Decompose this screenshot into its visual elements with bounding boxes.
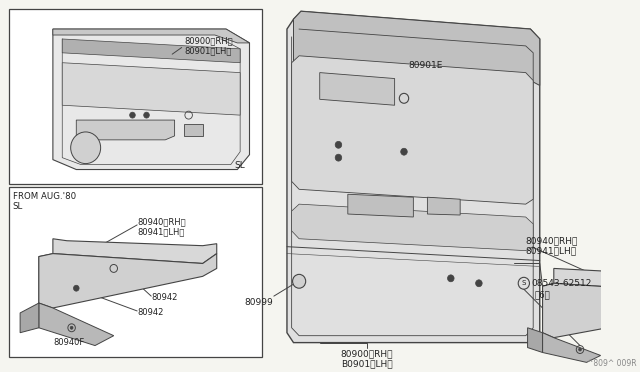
Bar bbox=[9, 187, 262, 357]
Text: 80942: 80942 bbox=[137, 308, 164, 317]
Polygon shape bbox=[294, 11, 540, 86]
Text: 80900〈RH〉: 80900〈RH〉 bbox=[184, 36, 232, 45]
Text: 08543-62512: 08543-62512 bbox=[531, 279, 592, 288]
Circle shape bbox=[447, 275, 454, 282]
Polygon shape bbox=[554, 269, 640, 293]
Text: 80940〈RH〉: 80940〈RH〉 bbox=[525, 237, 578, 246]
Text: 80942: 80942 bbox=[151, 293, 177, 302]
Polygon shape bbox=[20, 303, 39, 333]
Text: （6）: （6） bbox=[535, 290, 551, 299]
Text: 80901E: 80901E bbox=[409, 61, 443, 70]
Polygon shape bbox=[53, 239, 217, 263]
Polygon shape bbox=[543, 283, 554, 323]
Polygon shape bbox=[53, 29, 250, 43]
Polygon shape bbox=[320, 73, 395, 105]
Text: 80940F: 80940F bbox=[53, 338, 84, 347]
Text: SL: SL bbox=[13, 202, 23, 211]
Polygon shape bbox=[292, 56, 533, 204]
Polygon shape bbox=[527, 328, 543, 353]
Polygon shape bbox=[53, 29, 250, 170]
Polygon shape bbox=[184, 124, 203, 136]
Circle shape bbox=[70, 132, 100, 164]
Polygon shape bbox=[62, 63, 240, 115]
Text: 80940〈RH〉: 80940〈RH〉 bbox=[137, 217, 186, 226]
Polygon shape bbox=[543, 333, 600, 362]
Polygon shape bbox=[62, 39, 240, 63]
Circle shape bbox=[579, 348, 581, 351]
Circle shape bbox=[476, 280, 482, 287]
Circle shape bbox=[70, 326, 73, 329]
Circle shape bbox=[335, 141, 342, 148]
Circle shape bbox=[130, 112, 135, 118]
Text: 80941〈LH〉: 80941〈LH〉 bbox=[137, 227, 184, 236]
Text: 80941〈LH〉: 80941〈LH〉 bbox=[525, 247, 577, 256]
Polygon shape bbox=[39, 254, 53, 303]
Circle shape bbox=[335, 154, 342, 161]
Polygon shape bbox=[76, 120, 175, 140]
Polygon shape bbox=[287, 11, 540, 343]
Polygon shape bbox=[428, 197, 460, 215]
Text: ^809^ 009R: ^809^ 009R bbox=[587, 359, 636, 368]
Circle shape bbox=[74, 285, 79, 291]
Polygon shape bbox=[543, 283, 640, 338]
Text: 80900〈RH〉: 80900〈RH〉 bbox=[340, 350, 393, 359]
Text: FROM AUG.'80: FROM AUG.'80 bbox=[13, 192, 76, 201]
Text: S: S bbox=[522, 280, 526, 286]
Polygon shape bbox=[348, 194, 413, 217]
Text: B0901〈LH〉: B0901〈LH〉 bbox=[340, 359, 392, 368]
Polygon shape bbox=[39, 303, 114, 346]
Circle shape bbox=[144, 112, 149, 118]
Text: SL: SL bbox=[234, 161, 245, 170]
Bar bbox=[9, 9, 262, 185]
Text: 80901〈LH〉: 80901〈LH〉 bbox=[184, 46, 231, 55]
Circle shape bbox=[401, 148, 407, 155]
Circle shape bbox=[292, 275, 306, 288]
Text: 80999: 80999 bbox=[244, 298, 273, 307]
Polygon shape bbox=[292, 204, 533, 251]
Polygon shape bbox=[39, 254, 217, 308]
